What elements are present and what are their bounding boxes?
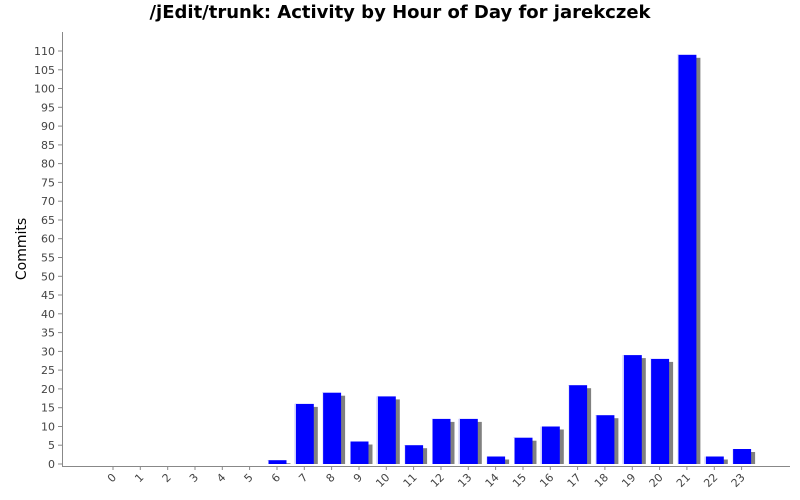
- x-tick-label: 19: [619, 471, 638, 490]
- x-tick-label: 3: [187, 471, 201, 485]
- y-tick-label: 85: [41, 139, 55, 152]
- bar-hour-15: [513, 437, 533, 464]
- x-ticks: 0 1 2 3 4 5 6 7 8 9 10 11 12 13 14 15 16 17 18 19 20 21 22 23: [105, 466, 748, 490]
- bar-hour-20: [650, 358, 670, 464]
- x-tick-label: 21: [674, 471, 693, 490]
- y-tick-label: 15: [41, 402, 55, 415]
- y-tick-label: 45: [41, 289, 55, 302]
- bar-hour-14: [486, 456, 506, 464]
- y-tick-label: 50: [41, 270, 55, 283]
- x-tick-label: 23: [729, 471, 748, 490]
- bar-hour-9: [349, 441, 369, 464]
- bar-hour-23: [732, 449, 752, 464]
- bar-hour-7: [294, 403, 314, 464]
- x-tick-label: 12: [428, 471, 447, 490]
- y-tick-label: 0: [48, 458, 55, 471]
- bars-layer: [267, 54, 756, 465]
- y-tick-label: 40: [41, 308, 55, 321]
- y-tick-label: 100: [34, 83, 55, 96]
- chart-title: /jEdit/trunk: Activity by Hour of Day fo…: [149, 2, 651, 23]
- x-tick-label: 16: [537, 471, 556, 490]
- y-axis-label: Commits: [14, 218, 30, 280]
- bar-hour-18: [595, 415, 615, 464]
- bar-hour-11: [404, 445, 424, 464]
- x-tick-label: 14: [483, 471, 502, 490]
- bar-hour-17: [568, 385, 588, 464]
- y-tick-label: 70: [41, 195, 55, 208]
- x-tick-label: 5: [242, 471, 256, 485]
- bar-hour-22: [704, 456, 724, 464]
- y-tick-label: 80: [41, 158, 55, 171]
- y-tick-label: 75: [41, 176, 55, 189]
- x-tick-label: 0: [105, 471, 119, 485]
- y-tick-label: 90: [41, 120, 55, 133]
- x-tick-label: 13: [455, 471, 474, 490]
- y-tick-label: 10: [41, 421, 55, 434]
- bar-hour-13: [458, 418, 478, 464]
- y-tick-label: 110: [34, 45, 55, 58]
- x-tick-label: 22: [701, 471, 720, 490]
- x-tick-label: 8: [324, 471, 338, 485]
- y-tick-label: 30: [41, 345, 55, 358]
- x-tick-label: 9: [351, 471, 365, 485]
- y-tick-label: 35: [41, 327, 55, 340]
- bar-hour-16: [540, 426, 560, 464]
- x-tick-label: 4: [214, 471, 228, 485]
- y-tick-label: 25: [41, 364, 55, 377]
- x-tick-label: 11: [401, 471, 420, 490]
- x-tick-label: 17: [565, 471, 584, 490]
- y-tick-label: 65: [41, 214, 55, 227]
- bar-hour-6: [267, 460, 287, 464]
- bar-hour-8: [322, 392, 342, 464]
- x-tick-label: 10: [373, 471, 392, 490]
- x-tick-label: 6: [269, 471, 283, 485]
- bar-hour-12: [431, 418, 451, 464]
- y-tick-label: 20: [41, 383, 55, 396]
- x-tick-label: 15: [510, 471, 529, 490]
- y-ticks: 0 5 10 15 20 25 30 35 40 45 50 55 60 65 70 75 80 85 90 95 10…: [34, 45, 62, 471]
- bar-hour-10: [376, 396, 396, 464]
- x-tick-label: 2: [160, 471, 174, 485]
- x-tick-label: 1: [132, 471, 146, 485]
- bar-hour-21: [677, 54, 697, 465]
- x-tick-label: 20: [647, 471, 666, 490]
- x-tick-label: 7: [296, 471, 310, 485]
- y-tick-label: 5: [48, 439, 55, 452]
- y-tick-label: 95: [41, 101, 55, 114]
- y-tick-label: 60: [41, 233, 55, 246]
- y-tick-label: 55: [41, 252, 55, 265]
- y-tick-label: 105: [34, 64, 55, 77]
- x-tick-label: 18: [592, 471, 611, 490]
- bar-hour-19: [622, 355, 642, 464]
